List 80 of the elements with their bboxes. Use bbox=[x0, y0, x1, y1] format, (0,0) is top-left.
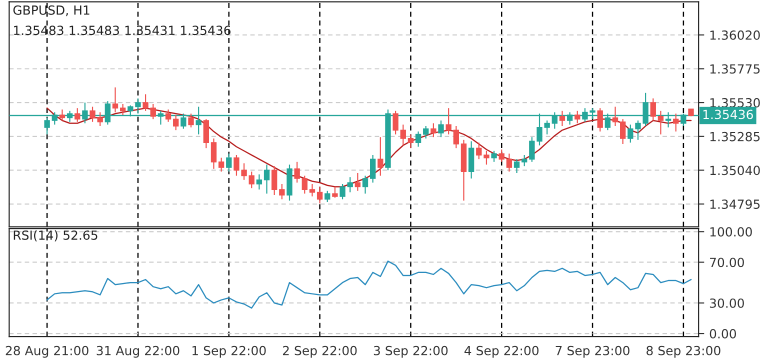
y-tick-label: 0.00 bbox=[710, 329, 736, 338]
ref-line-label: 1.35436 bbox=[703, 110, 753, 120]
y-tick-label: 100.00 bbox=[710, 227, 752, 237]
candlestick bbox=[294, 161, 300, 184]
y-tick-label: 1.35040 bbox=[710, 166, 760, 176]
candlestick bbox=[256, 174, 262, 190]
text: 1.35483 1.35483 1.35431 1.35436 bbox=[14, 26, 231, 36]
candlestick bbox=[408, 134, 414, 149]
candlestick bbox=[210, 138, 217, 170]
candlestick bbox=[498, 148, 504, 162]
candlestick bbox=[491, 150, 497, 162]
line-series bbox=[46, 260, 692, 309]
candlestick bbox=[347, 176, 353, 193]
x-tick-label: 28 Aug 21:00 bbox=[6, 346, 88, 358]
candlestick bbox=[453, 125, 460, 149]
candlestick bbox=[597, 108, 603, 132]
candlestick bbox=[658, 110, 664, 135]
candlestick bbox=[506, 153, 512, 172]
candlestick bbox=[673, 113, 679, 132]
candlestick bbox=[44, 117, 50, 135]
candlestick bbox=[112, 86, 118, 113]
y-tick-label: 70.00 bbox=[710, 258, 744, 268]
x-tick-label: 7 Sep 23:00 bbox=[556, 346, 630, 358]
candlestick bbox=[522, 154, 528, 167]
candlestick bbox=[400, 124, 406, 146]
chart-title: RSI(14) 52.65 bbox=[14, 230, 98, 242]
candlestick bbox=[74, 108, 80, 122]
candlestick bbox=[378, 136, 384, 176]
y-tick-label: 1.36020 bbox=[710, 30, 760, 40]
candlestick bbox=[226, 153, 232, 172]
y-tick-label: 1.35775 bbox=[710, 64, 760, 74]
candlestick bbox=[476, 142, 482, 160]
candlestick bbox=[316, 186, 323, 204]
candlestick bbox=[203, 118, 210, 149]
candlestick bbox=[574, 110, 580, 124]
candlestick bbox=[302, 175, 308, 194]
candlestick bbox=[97, 112, 103, 127]
candlestick bbox=[150, 103, 156, 120]
candlestick bbox=[279, 183, 285, 200]
candlestick bbox=[142, 94, 148, 112]
y-tick-label: 1.34795 bbox=[710, 199, 760, 209]
candlestick bbox=[620, 118, 626, 145]
candlestick bbox=[415, 131, 422, 148]
candlestick bbox=[324, 190, 330, 203]
candlestick bbox=[332, 186, 338, 198]
x-tick-label: 31 Aug 22:00 bbox=[96, 346, 180, 358]
x-tick-label: 8 Sep 23:00 bbox=[646, 346, 720, 358]
candlestick bbox=[446, 108, 452, 135]
chart-title: GBPUSD, H1 bbox=[13, 5, 90, 16]
candlestick bbox=[468, 140, 474, 180]
candlestick bbox=[248, 171, 254, 189]
y-tick-label: 30.00 bbox=[710, 298, 744, 308]
candlestick bbox=[438, 120, 444, 138]
candlestick bbox=[514, 158, 520, 174]
candlestick bbox=[309, 183, 316, 197]
x-tick-label: 1 Sep 22:00 bbox=[192, 346, 266, 358]
candlestick bbox=[559, 110, 566, 127]
candlestick bbox=[484, 150, 490, 166]
x-tick-label: 4 Sep 22:00 bbox=[464, 346, 539, 358]
candlestick bbox=[650, 98, 656, 122]
x-tick-label: 3 Sep 22:00 bbox=[374, 346, 448, 358]
candlestick bbox=[392, 110, 398, 135]
candlestick bbox=[188, 113, 194, 128]
candlestick bbox=[59, 108, 66, 122]
candlestick bbox=[340, 183, 346, 200]
y-tick-label: 1.35285 bbox=[710, 132, 760, 142]
candlestick bbox=[165, 108, 172, 122]
candlestick bbox=[430, 122, 436, 138]
candlestick bbox=[173, 114, 179, 131]
x-tick-label: 2 Sep 22:00 bbox=[282, 346, 357, 358]
candlestick bbox=[218, 157, 224, 172]
candlestick bbox=[370, 154, 376, 184]
candlestick bbox=[354, 172, 361, 192]
candlestick bbox=[423, 125, 429, 140]
candlestick bbox=[90, 106, 96, 122]
candlestick bbox=[362, 175, 368, 194]
candlestick bbox=[272, 166, 278, 196]
candlestick bbox=[120, 103, 126, 116]
candlestick bbox=[264, 164, 270, 194]
candlestick bbox=[612, 106, 618, 127]
